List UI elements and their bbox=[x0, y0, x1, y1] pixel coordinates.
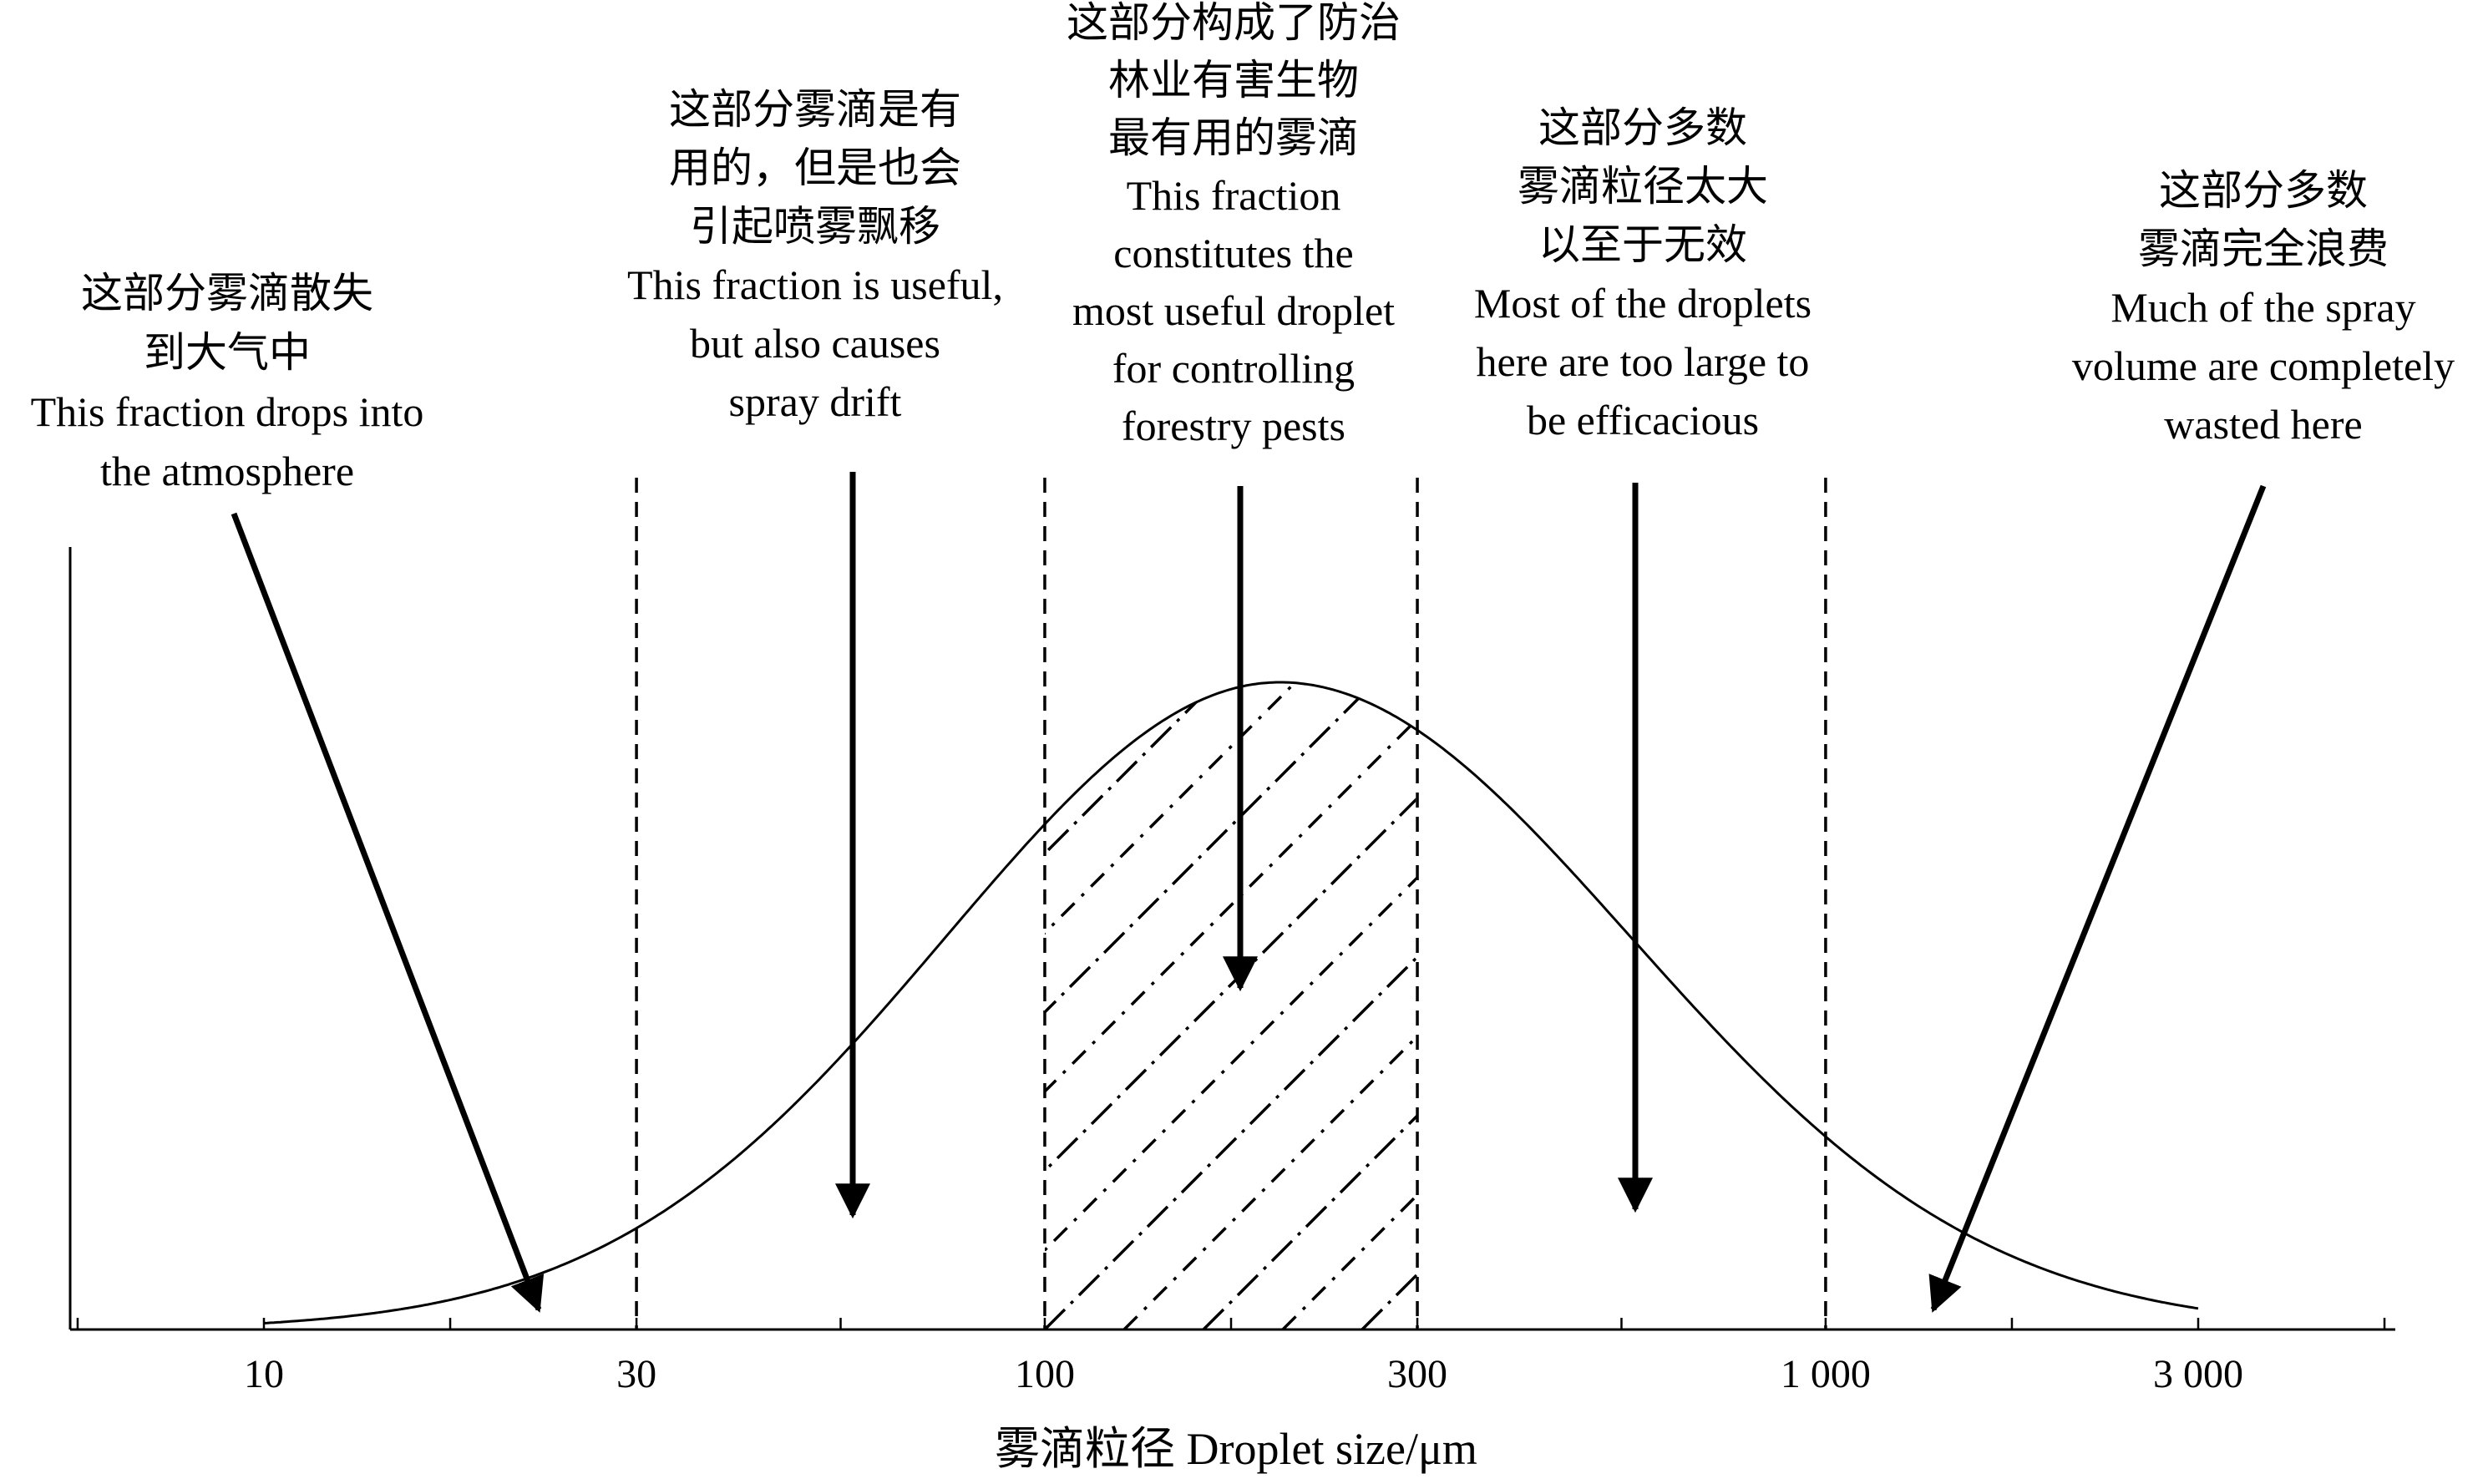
annotation-line: 雾滴完全浪费 bbox=[2138, 225, 2389, 272]
x-tick-label: 300 bbox=[1387, 1352, 1447, 1396]
minor-ticks bbox=[76, 1318, 2386, 1330]
x-tick-label: 100 bbox=[1015, 1352, 1075, 1396]
hatch-line bbox=[1045, 682, 1239, 1330]
annotation-line: Much of the spray bbox=[2110, 284, 2415, 331]
hatch-line bbox=[1045, 682, 1397, 1330]
annotation-line: spray drift bbox=[729, 378, 902, 425]
annotation-line: be efficacious bbox=[1527, 397, 1759, 443]
hatch-line bbox=[1045, 682, 1417, 1330]
hatch-line bbox=[1521, 661, 2189, 1330]
annotation-line: wasted here bbox=[2164, 401, 2362, 448]
axes bbox=[68, 547, 2395, 1331]
annotation-line: the atmosphere bbox=[100, 448, 354, 494]
annotation-line: Most of the droplets bbox=[1474, 280, 1812, 327]
annotation-line: 这部分构成了防治 bbox=[1067, 0, 1401, 46]
annotation-line: 以至于无效 bbox=[1538, 221, 1747, 268]
annotation-line: for controlling bbox=[1112, 345, 1355, 392]
hatch-line bbox=[1202, 682, 1417, 1330]
hatched-useful-region bbox=[0, 661, 2189, 1330]
region-arrows bbox=[231, 472, 2267, 1313]
hatch-line bbox=[13, 661, 682, 1330]
hatch-line bbox=[1045, 682, 1417, 1330]
hatch-line bbox=[1045, 682, 1417, 1330]
annotation-line: here are too large to bbox=[1477, 338, 1810, 385]
annotation-line: This fraction bbox=[1127, 172, 1341, 219]
annotation-line: 这部分多数 bbox=[2159, 167, 2368, 214]
annotation-line: 这部分多数 bbox=[1538, 104, 1747, 151]
x-tick-label: 30 bbox=[616, 1352, 656, 1396]
hatch-line bbox=[331, 661, 999, 1330]
hatch-line bbox=[0, 661, 602, 1330]
distribution-curve bbox=[263, 681, 2199, 1324]
hatch-line bbox=[1045, 682, 1159, 1330]
annotation-line: 到大气中 bbox=[144, 329, 311, 376]
arrow-wasted bbox=[1928, 484, 2267, 1313]
x-tick-label: 1 000 bbox=[1781, 1352, 1871, 1396]
annotation-line: 引起喷雾飘移 bbox=[690, 203, 940, 250]
arrow-atmosphere bbox=[231, 512, 545, 1313]
x-tick-labels: 10 30 100 300 1 000 3 000 bbox=[244, 1352, 2243, 1396]
annotation-line: forestry pests bbox=[1122, 403, 1345, 449]
x-axis-label: 雾滴粒径 Droplet size/μm bbox=[995, 1424, 1477, 1474]
annotation-line: 这部分雾滴散失 bbox=[81, 270, 373, 317]
hatch-line bbox=[93, 661, 761, 1330]
annotation-line: 用的，但是也会 bbox=[669, 144, 961, 191]
annotation-line: most useful droplet bbox=[1072, 287, 1395, 334]
hatch-line bbox=[1361, 682, 1417, 1330]
hatch-line bbox=[1045, 682, 1318, 1330]
x-tick-label: 3 000 bbox=[2153, 1352, 2243, 1396]
hatch-line bbox=[1281, 682, 1417, 1330]
annotation-line: 林业有害生物 bbox=[1108, 57, 1359, 104]
hatch-line bbox=[1045, 682, 1417, 1330]
annotation-line: but also causes bbox=[690, 320, 940, 367]
hatch-line bbox=[1442, 661, 2110, 1330]
annotation-line: 雾滴粒径太大 bbox=[1518, 163, 1768, 210]
hatch-line bbox=[251, 661, 920, 1330]
annotation-line: 最有用的雾滴 bbox=[1108, 114, 1359, 161]
x-tick-label: 10 bbox=[244, 1352, 284, 1396]
region-boundaries bbox=[635, 478, 1827, 1330]
annotation-line: constitutes the bbox=[1113, 230, 1353, 276]
annotation-line: This fraction is useful, bbox=[627, 261, 1003, 308]
annotation-line: This fraction drops into bbox=[31, 388, 424, 435]
annotation-line: volume are completely bbox=[2072, 342, 2455, 389]
annotation-line: 这部分雾滴是有 bbox=[669, 86, 961, 133]
